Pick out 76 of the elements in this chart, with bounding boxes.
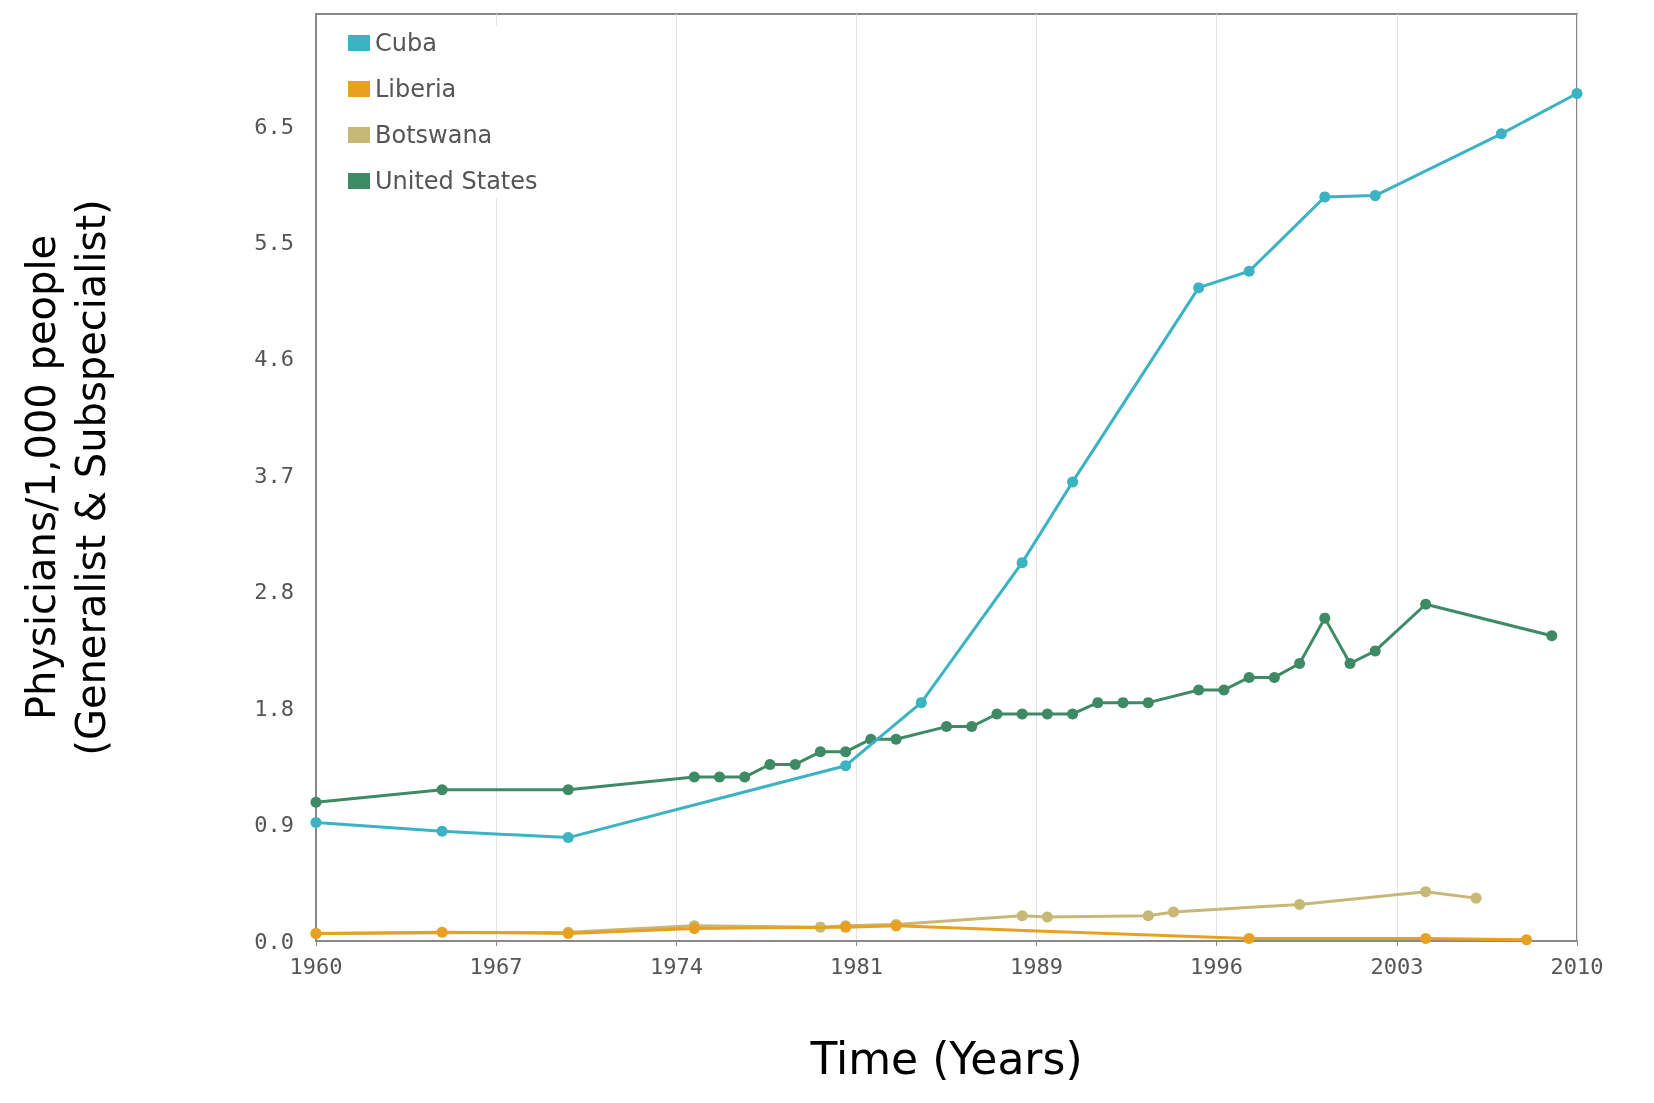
point [789,758,801,770]
point [915,697,927,709]
point [1243,265,1255,277]
point [1067,476,1079,488]
point [1092,697,1104,709]
legend-label: Liberia [375,75,457,103]
point [1041,911,1053,923]
y-tick-label: 1.8 [254,695,294,721]
y-tick-label: 0.0 [254,928,294,954]
y-tick-label: 6.5 [254,113,294,139]
x-tick-label: 1989 [1010,953,1064,979]
legend-label: United States [375,167,538,195]
point [764,758,776,770]
point [991,708,1003,720]
x-tick-label: 2003 [1370,953,1424,979]
y-tick-label: 4.6 [254,346,294,372]
point [1571,87,1583,99]
point [1470,892,1482,904]
y-tick-label: 2.8 [254,579,294,605]
point [1420,886,1432,898]
point [688,771,700,783]
x-tick-label: 2010 [1550,953,1604,979]
point [310,796,322,808]
point [562,784,574,796]
point [1016,910,1028,922]
point [1016,557,1028,569]
x-tick-label: 1967 [469,953,523,979]
point [310,816,322,828]
y-tick-label: 3.7 [254,462,294,488]
x-tick-label: 1981 [829,953,883,979]
point [1420,598,1432,610]
point [1167,906,1179,918]
point [1193,684,1205,696]
point [1117,697,1129,709]
point [890,733,902,745]
point [1294,898,1306,910]
point [814,746,826,758]
point [1142,697,1154,709]
point [1294,658,1306,670]
point [1344,658,1356,670]
point [1319,191,1331,203]
point [1546,630,1558,642]
point [1243,932,1255,944]
point [1369,190,1381,202]
point [840,746,852,758]
point [1218,684,1230,696]
legend-label: Cuba [375,29,437,57]
point [436,825,448,837]
point [1243,671,1255,683]
point [1041,708,1053,720]
point [436,784,448,796]
point [941,721,952,733]
y-tick-label: 5.5 [254,230,294,256]
y-axis-title: Physicians/1,000 people (Generalist & Subspecialist) [18,199,114,756]
point [562,832,574,844]
x-tick-label: 1974 [649,953,703,979]
point [1420,932,1432,944]
point [1369,645,1381,657]
point [739,771,751,783]
point [1067,708,1079,720]
point [966,721,978,733]
legend-label: Botswana [375,121,493,149]
x-tick-label: 1996 [1190,953,1244,979]
y-tick-label: 0.9 [254,812,294,838]
point [714,771,726,783]
point [840,760,852,772]
x-tick-label: 1960 [289,953,343,979]
point [1521,934,1533,946]
point [436,926,448,938]
x-axis-title: Time (Years) [809,1032,1083,1084]
point [1319,612,1331,624]
point [1016,708,1028,720]
point [1193,282,1205,294]
point [1495,128,1507,140]
point [1268,671,1280,683]
point [1142,910,1154,922]
